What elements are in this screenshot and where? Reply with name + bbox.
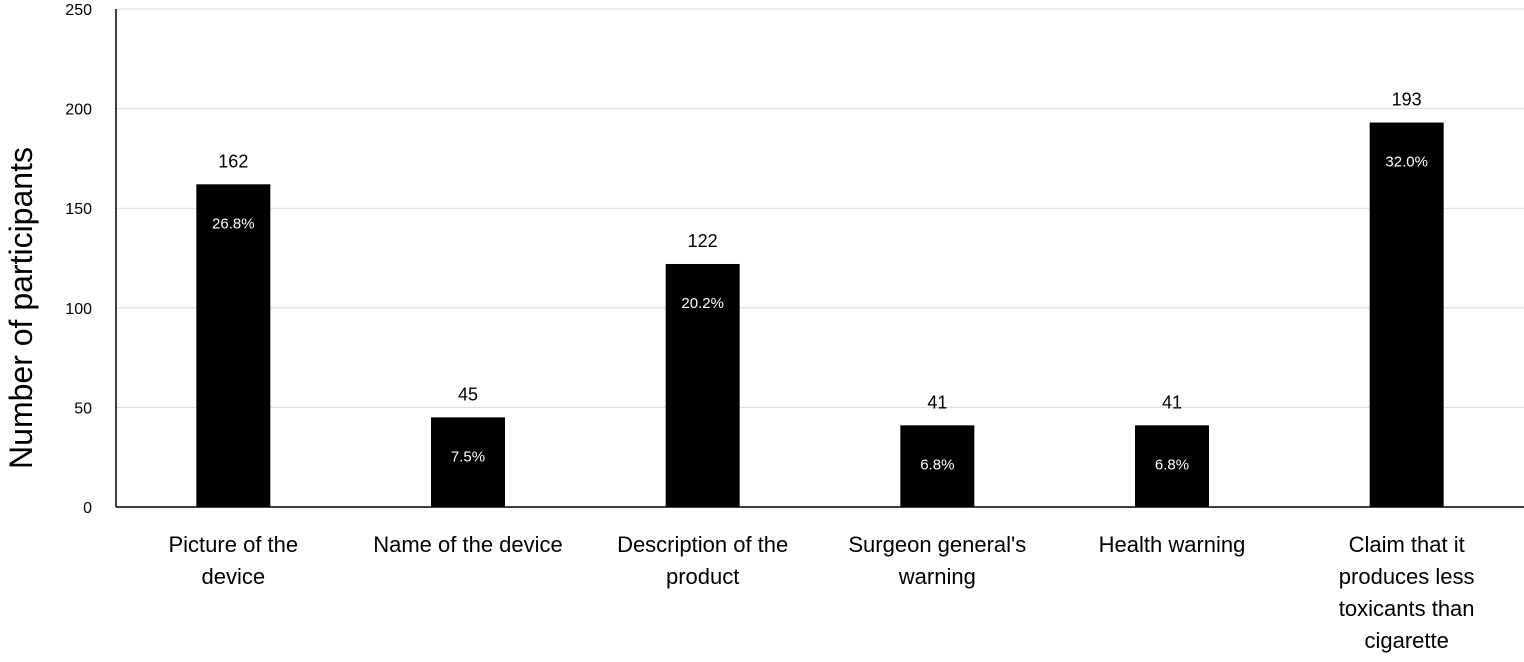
x-category-label: Health warning [1099, 532, 1246, 557]
bar-value-label: 45 [458, 384, 478, 404]
x-category-label: Description of the product [617, 532, 788, 589]
bar-percent-label: 26.8% [212, 215, 255, 232]
bar-percent-label: 20.2% [681, 295, 724, 312]
x-category-label-line: produces less [1339, 564, 1475, 589]
x-category-label-line: Name of the device [373, 532, 563, 557]
bar [1369, 122, 1444, 507]
bar [196, 184, 271, 507]
x-category-label-line: Health warning [1099, 532, 1246, 557]
bar-value-label: 41 [927, 392, 947, 412]
bar [900, 425, 975, 507]
bar-percent-label: 7.5% [451, 448, 485, 465]
x-category-label-line: Claim that it [1349, 532, 1465, 557]
y-axis-label: Number of participants [3, 147, 39, 469]
x-category-label: Claim that it produces less toxicants than… [1339, 532, 1475, 653]
x-category-label-line: Description of the [617, 532, 788, 557]
y-tick-label: 50 [74, 400, 92, 417]
x-category-label-line: device [202, 564, 266, 589]
bar-value-label: 122 [688, 231, 718, 251]
x-category-label-line: warning [898, 564, 976, 589]
bars: 162 26.8% 45 7.5% 122 20.2% 41 6.8% 41 6.8% 193 32.… [196, 90, 1444, 507]
y-tick-label: 250 [65, 2, 92, 19]
y-tick-label: 200 [65, 102, 92, 119]
bar-value-label: 193 [1392, 90, 1422, 110]
y-axis-ticks: 0 50 100 150 200 250 [65, 2, 92, 517]
x-category-label-line: product [666, 564, 739, 589]
bar [1135, 425, 1209, 507]
bar-value-label: 162 [218, 151, 248, 171]
bar-percent-label: 6.8% [1155, 456, 1189, 473]
y-tick-label: 150 [65, 201, 92, 218]
gridlines [116, 8, 1524, 408]
x-category-label-line: toxicants than [1339, 596, 1475, 621]
bar-percent-label: 6.8% [920, 456, 954, 473]
y-tick-label: 100 [65, 301, 92, 318]
bar-value-label: 41 [1162, 392, 1182, 412]
x-category-label: Name of the device [373, 532, 563, 557]
category-labels: Picture of the device Name of the device De… [169, 532, 1475, 653]
y-tick-label: 0 [83, 500, 92, 517]
bar [665, 263, 740, 507]
bar-percent-label: 32.0% [1385, 154, 1428, 171]
x-category-label-line: cigarette [1364, 628, 1448, 653]
x-category-label: Surgeon general's warning [848, 532, 1026, 589]
bar [431, 417, 505, 507]
x-category-label: Picture of the device [169, 532, 299, 589]
x-category-label-line: Picture of the [169, 532, 299, 557]
x-category-label-line: Surgeon general's [848, 532, 1026, 557]
